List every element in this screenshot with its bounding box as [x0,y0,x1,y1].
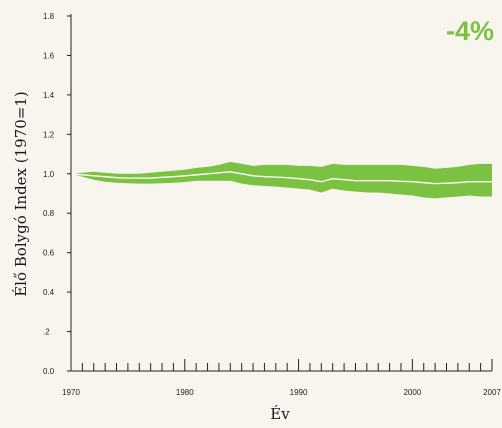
y-tick-label: 0.4 [43,288,55,297]
y-tick-label: 1.0 [43,170,55,179]
y-axis-title: Élő Bolygó Index (1970=1) [12,91,30,297]
y-tick-label: 0.8 [43,209,55,218]
x-tick-label: 2007 [483,388,501,397]
y-tick-label: 1.4 [43,91,55,100]
x-tick-label: 1970 [62,388,80,397]
line-layer [70,171,492,185]
x-tick-label: 1980 [176,388,194,397]
x-tick-label: 1990 [290,388,308,397]
band-layer [71,161,492,199]
y-tick-label: 1.2 [43,130,55,139]
axes-layer [67,14,493,372]
y-tick-label: 1.6 [43,51,55,60]
x-axis-title: Év [270,405,290,423]
y-tick-label: 0.6 [43,249,55,258]
index-line [70,171,492,185]
y-tick-label: 1.8 [43,12,55,21]
x-tick-label: 2000 [403,388,421,397]
change-annotation: -4% [446,16,494,46]
y-tick-label: .2 [43,328,50,337]
confidence-band [71,161,492,199]
labels-layer: 0.0 .2 0.4 0.6 0.8 1.0 1.2 1.4 1.6 1.8 1970 1980 199… [43,12,501,397]
y-tick-label: 0.0 [43,367,55,376]
